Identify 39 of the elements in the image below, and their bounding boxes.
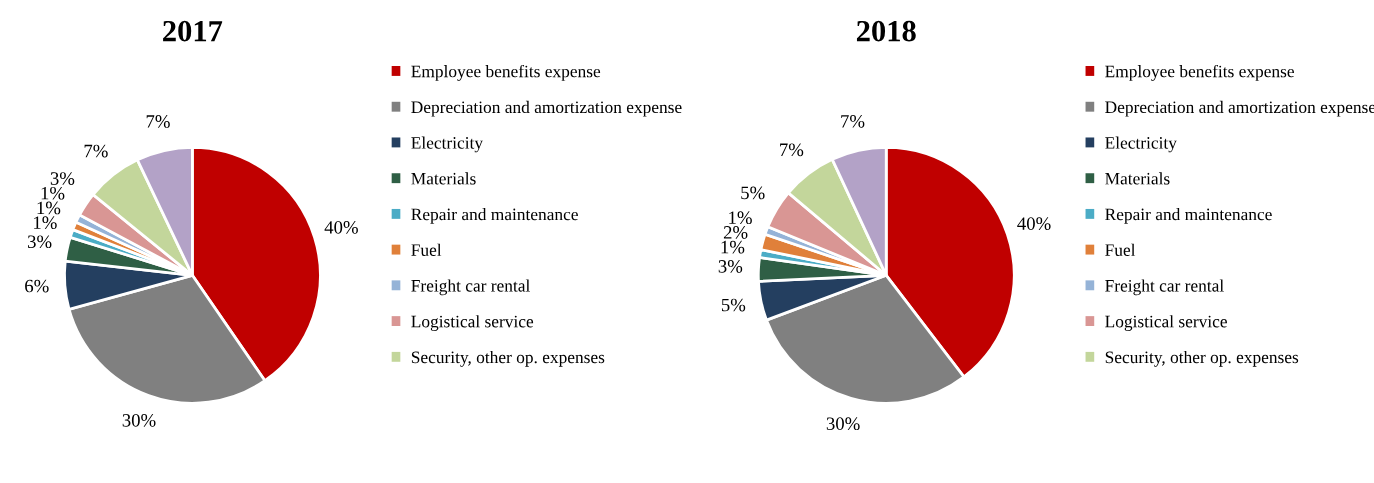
data-label: 30% (122, 414, 156, 427)
legend-label: Freight car rental (1105, 279, 1224, 296)
data-label: 40% (1017, 217, 1051, 230)
chart-title: 2018 (856, 20, 916, 42)
data-label: 7% (84, 144, 108, 158)
legend-label: Freight car rental (411, 279, 530, 296)
data-label: 2% (723, 226, 748, 239)
legend-label: Employee benefits expense (411, 64, 601, 81)
data-label: 30% (826, 417, 860, 431)
data-label: 5% (741, 186, 765, 200)
data-label: 3% (28, 235, 52, 249)
legend-label: Fuel (1105, 243, 1136, 256)
legend-label: Electricity (1105, 136, 1177, 153)
legend-label: Fuel (411, 243, 442, 256)
legend-label: Employee benefits expense (1105, 64, 1294, 81)
legend-label: Security, other op. expenses (1105, 350, 1299, 367)
legend-label: Repair and maintenance (1105, 208, 1272, 224)
legend-label: Logistical service (411, 315, 534, 331)
data-label: 7% (780, 143, 804, 157)
data-label: 5% (721, 298, 746, 312)
data-label: 7% (146, 115, 170, 128)
legend-label: Logistical service (1105, 315, 1227, 331)
data-label: 40% (324, 221, 358, 234)
legend-label: Materials (411, 172, 476, 185)
chart-title: 2017 (163, 20, 223, 42)
data-label: 1% (729, 211, 752, 225)
data-label: 3% (718, 260, 743, 273)
data-label: 1% (34, 216, 57, 230)
data-label: 1% (41, 186, 65, 200)
data-label: 1% (721, 240, 745, 254)
legend-label: Materials (1105, 172, 1170, 185)
data-label: 3% (50, 172, 75, 185)
data-label: 1% (37, 201, 61, 215)
data-label: 6% (25, 279, 49, 293)
legend-label: Depreciation and amortization expense (411, 100, 682, 117)
legend-label: Repair and maintenance (411, 208, 578, 224)
data-label: 7% (841, 114, 865, 128)
legend-label: Electricity (411, 136, 483, 153)
legend-label: Security, other op. expenses (411, 350, 605, 367)
